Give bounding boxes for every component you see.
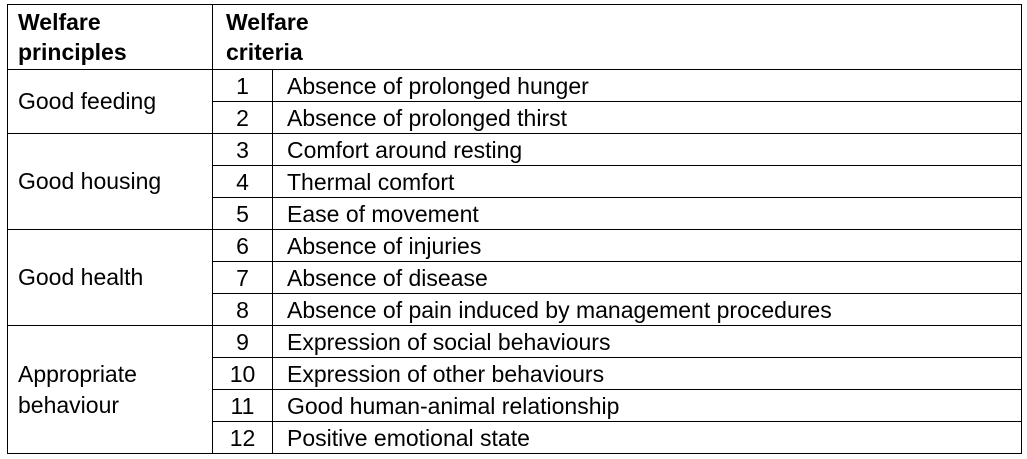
criterion-text: Thermal comfort xyxy=(271,165,1023,198)
header-criteria-line-2: criteria xyxy=(226,39,303,65)
criterion-text: Expression of other behaviours xyxy=(271,357,1023,390)
header-criteria-line-1: Welfare xyxy=(226,9,309,35)
header-welfare-principles: Welfare principles xyxy=(7,4,213,70)
principle-appropriate-behaviour: Appropriate behaviour xyxy=(7,325,213,454)
table-row: Good health 6 Absence of injuries xyxy=(7,229,1023,326)
principle-good-health: Good health xyxy=(7,229,213,326)
criterion-number: 2 xyxy=(212,101,273,134)
criterion-text: Absence of prolonged hunger xyxy=(271,69,1023,102)
principle-line-2: behaviour xyxy=(18,391,120,418)
table-row: Good feeding 1 Absence of prolonged hung… xyxy=(7,69,1023,134)
criterion-text: Positive emotional state xyxy=(271,421,1023,454)
principle-good-housing: Good housing xyxy=(7,133,213,230)
welfare-table: Welfare principles Welfare criteria Good… xyxy=(7,4,1023,454)
criterion-text: Absence of prolonged thirst xyxy=(271,101,1023,134)
table-row: 10 Expression of other behaviours xyxy=(8,357,1023,390)
criterion-number: 12 xyxy=(212,421,273,454)
criterion-text: Ease of movement xyxy=(271,197,1023,230)
criterion-number: 7 xyxy=(212,261,273,294)
criterion-number: 11 xyxy=(212,389,273,422)
criterion-number: 10 xyxy=(212,357,273,390)
header-row: Welfare principles Welfare criteria xyxy=(7,4,1023,70)
table-row: Good housing 3 Comfort around resting xyxy=(7,133,1023,230)
criterion-text: Good human-animal relationship xyxy=(271,389,1023,422)
criterion-number: 3 xyxy=(212,133,273,166)
criterion-text: Absence of pain induced by management pr… xyxy=(271,293,1023,326)
table-row: 2 Absence of prolonged thirst xyxy=(8,101,1023,134)
header-principles-line-1: Welfare xyxy=(18,9,101,35)
criterion-text: Absence of disease xyxy=(271,261,1023,294)
principle-good-feeding: Good feeding xyxy=(7,69,213,134)
criterion-number: 6 xyxy=(212,229,273,262)
criterion-text: Absence of injuries xyxy=(271,229,1023,262)
criterion-number: 9 xyxy=(212,325,273,358)
criterion-number: 4 xyxy=(212,165,273,198)
criterion-number: 1 xyxy=(212,69,273,102)
header-welfare-criteria: Welfare criteria xyxy=(211,4,1023,70)
table-row: 11 Good human-animal relationship xyxy=(8,389,1023,422)
header-principles-line-2: principles xyxy=(18,39,127,65)
criterion-number: 8 xyxy=(212,293,273,326)
table-row: Appropriate behaviour 9 Expression of so… xyxy=(7,325,1023,454)
criterion-number: 5 xyxy=(212,197,273,230)
criterion-text: Expression of social behaviours xyxy=(271,325,1023,358)
table-row: 12 Positive emotional state xyxy=(8,421,1023,454)
criterion-text: Comfort around resting xyxy=(271,133,1023,166)
principle-line-1: Appropriate xyxy=(18,360,137,387)
